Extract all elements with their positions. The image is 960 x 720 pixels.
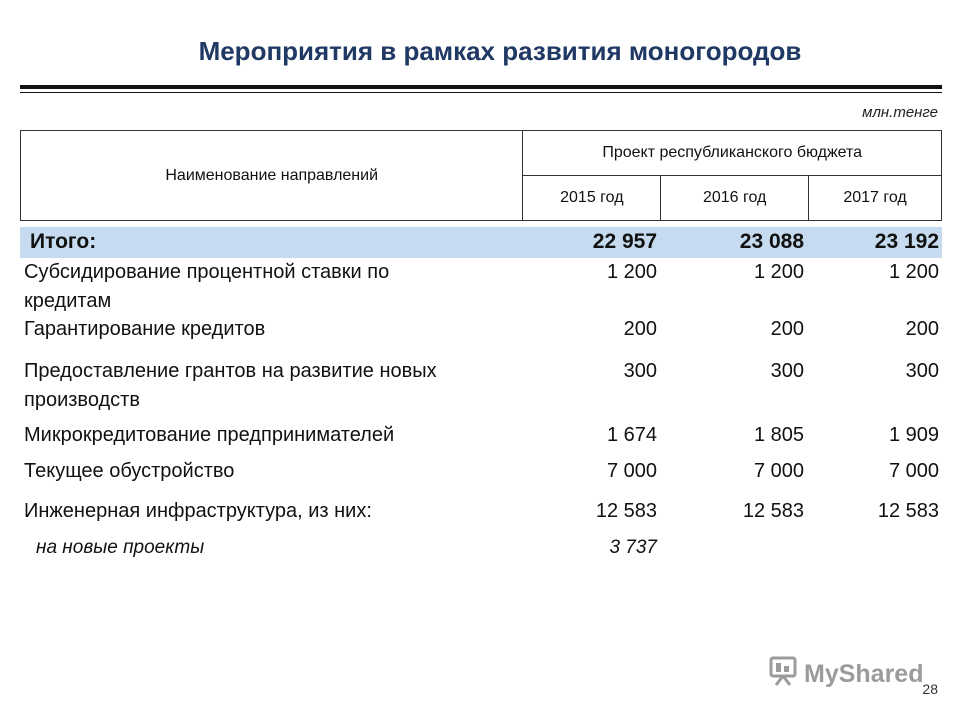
row-label: Инженерная инфраструктура, из них: [24, 500, 372, 522]
unit-label: млн.тенге [862, 104, 938, 121]
value-2015: 1 674 [606, 424, 657, 446]
totals-label: Итого: [30, 230, 97, 253]
total-2016: 23 088 [739, 230, 804, 253]
page-title: Мероприятия в рамках развития моногородо… [198, 36, 802, 66]
watermark-text: MyShared [804, 659, 924, 688]
value-2016: 1 805 [753, 424, 804, 446]
value-2015: 12 583 [595, 500, 657, 522]
value-2015: 3 737 [609, 537, 657, 558]
value-2017: 12 583 [877, 500, 939, 522]
value-2016: 7 000 [753, 460, 804, 482]
value-2015: 1 200 [606, 261, 657, 283]
value-2016: 12 583 [742, 500, 804, 522]
watermark: MyShared [768, 655, 924, 694]
presentation-icon [768, 655, 798, 694]
year-header-2017: 2017 год [808, 175, 942, 221]
value-2017: 200 [905, 318, 939, 340]
row-label: Гарантирование кредитов [24, 318, 266, 340]
title-underline-thick [20, 85, 942, 89]
year-header-2016: 2016 год [660, 175, 810, 221]
row-label: Субсидирование процентной ставки по креди… [24, 261, 390, 312]
value-2016: 1 200 [753, 261, 804, 283]
name-column-header: Наименование направлений [19, 130, 524, 221]
value-2015: 7 000 [606, 460, 657, 482]
value-2017: 1 200 [888, 261, 939, 283]
value-2017: 1 909 [888, 424, 939, 446]
value-2015: 200 [623, 318, 657, 340]
budget-column-header: Проект республиканского бюджета [522, 130, 942, 176]
row-label: Предоставление грантов на развитие новых… [24, 360, 437, 411]
totals-row: Итого: 22 957 23 088 23 192 [20, 227, 942, 258]
row-label: Микрокредитование предпринимателей [24, 424, 395, 446]
total-2017: 23 192 [874, 230, 939, 253]
value-2016: 300 [770, 360, 804, 382]
total-2015: 22 957 [592, 230, 657, 253]
row-label: Текущее обустройство [24, 460, 235, 482]
value-2017: 300 [905, 360, 939, 382]
value-2016: 200 [770, 318, 804, 340]
value-2015: 300 [623, 360, 657, 382]
table-header: Наименование направлений Проект республи… [19, 130, 942, 221]
page-number: 28 [922, 681, 938, 697]
title-underline-thin [20, 92, 942, 93]
row-label: на новые проекты [36, 537, 205, 558]
value-2017: 7 000 [888, 460, 939, 482]
year-header-2015: 2015 год [522, 175, 662, 221]
